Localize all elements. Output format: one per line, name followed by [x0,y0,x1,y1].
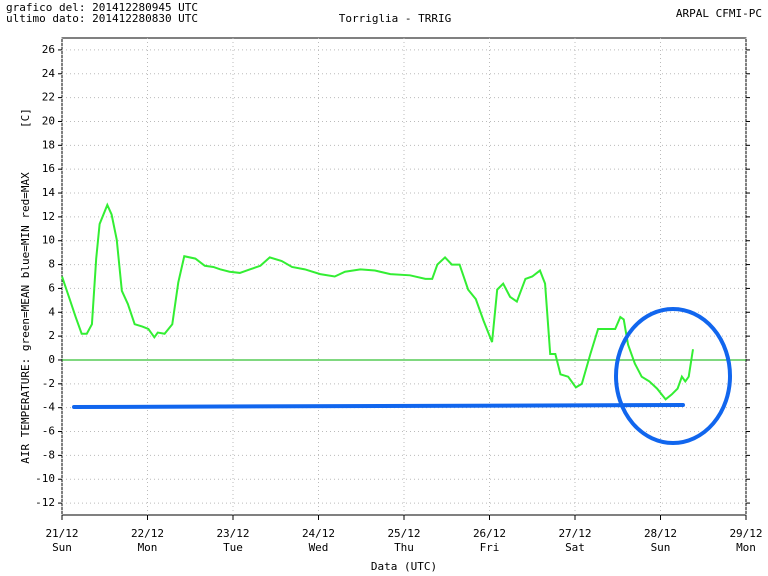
y-tick-label: -10 [35,472,55,485]
annotation-circle [614,307,732,445]
y-tick-label: 2 [48,329,55,342]
x-tick-day: Tue [223,541,243,554]
x-tick-label: 29/12 [729,527,762,540]
y-tick-label: -4 [42,401,56,414]
y-tick-label: 26 [42,43,55,56]
series-line [61,202,694,401]
y-tick-label: 0 [48,353,55,366]
y-tick-label: -2 [42,377,55,390]
x-tick-day: Sun [52,541,72,554]
x-tick-label: 21/12 [45,527,78,540]
x-tick-day: Thu [394,541,414,554]
annotation-line [72,403,685,409]
y-tick-label: -12 [35,496,55,509]
y-unit: [C] [19,108,32,128]
x-tick-label: 28/12 [644,527,677,540]
x-tick-day: Sun [651,541,671,554]
x-tick-day: Mon [138,541,158,554]
header-left: ultimo dato: 201412280830 UTC [6,12,198,25]
header-right: ARPAL CFMI-PC [676,7,762,20]
x-tick-day: Fri [480,541,500,554]
y-tick-label: 18 [42,138,55,151]
y-tick-label: 20 [42,114,55,127]
x-tick-day: Mon [736,541,756,554]
y-tick-label: 22 [42,91,55,104]
x-tick-day: Wed [309,541,329,554]
y-tick-label: 6 [48,281,55,294]
plot: -12-10-8-6-4-20246810121416182022242621/… [35,37,763,554]
chart-title: Torriglia - TRRIG [339,12,452,25]
plot-frame [61,37,747,516]
y-tick-label: 4 [48,305,55,318]
y-tick-label: 14 [42,186,56,199]
y-tick-label: -6 [42,425,55,438]
x-tick-label: 22/12 [131,527,164,540]
y-tick-label: 16 [42,162,55,175]
x-tick-day: Sat [565,541,585,554]
y-tick-label: 24 [42,67,56,80]
y-tick-label: 8 [48,258,55,271]
x-axis-label: Data (UTC) [371,560,437,573]
x-tick-label: 27/12 [558,527,591,540]
header-left: grafico del: 201412280945 UTC [6,1,198,14]
y-axis-label: AIR TEMPERATURE: green=MEAN blue=MIN red… [19,172,32,464]
x-tick-label: 26/12 [473,527,506,540]
y-tick-label: 12 [42,210,55,223]
y-tick-label: 10 [42,234,55,247]
x-tick-label: 25/12 [387,527,420,540]
x-tick-label: 24/12 [302,527,335,540]
y-tick-label: -8 [42,448,55,461]
x-tick-label: 23/12 [216,527,249,540]
